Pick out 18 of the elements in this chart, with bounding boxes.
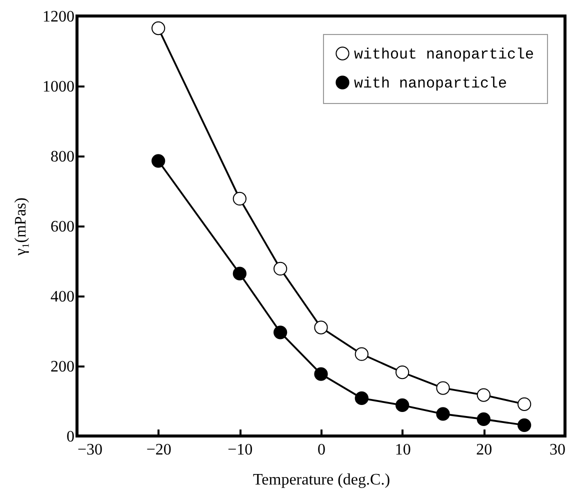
- legend-label: with nanoparticle: [354, 76, 508, 92]
- x-tick-label: −20: [146, 442, 172, 458]
- y-tick-label: 1000: [42, 78, 74, 96]
- legend-label: without nanoparticle: [354, 46, 534, 64]
- x-tick-label: −30: [78, 442, 103, 458]
- y-tick-label: 400: [50, 288, 74, 306]
- y-tick-label: 0: [66, 428, 74, 446]
- x-tick-label: 10: [394, 442, 411, 458]
- y-tick-label: 1200: [42, 8, 74, 26]
- x-tick-label: −10: [228, 442, 253, 458]
- y-axis-title: γ₁(mPas): [12, 198, 30, 256]
- y-tick-label: 200: [50, 358, 74, 376]
- x-tick-label: 0: [318, 442, 326, 458]
- x-tick-label: 30: [550, 442, 566, 458]
- x-tick-label: 20: [476, 442, 492, 458]
- x-axis-title: Temperature (deg.C.): [252, 472, 390, 488]
- y-tick-label: 600: [50, 218, 74, 236]
- y-tick-label: 800: [50, 148, 74, 166]
